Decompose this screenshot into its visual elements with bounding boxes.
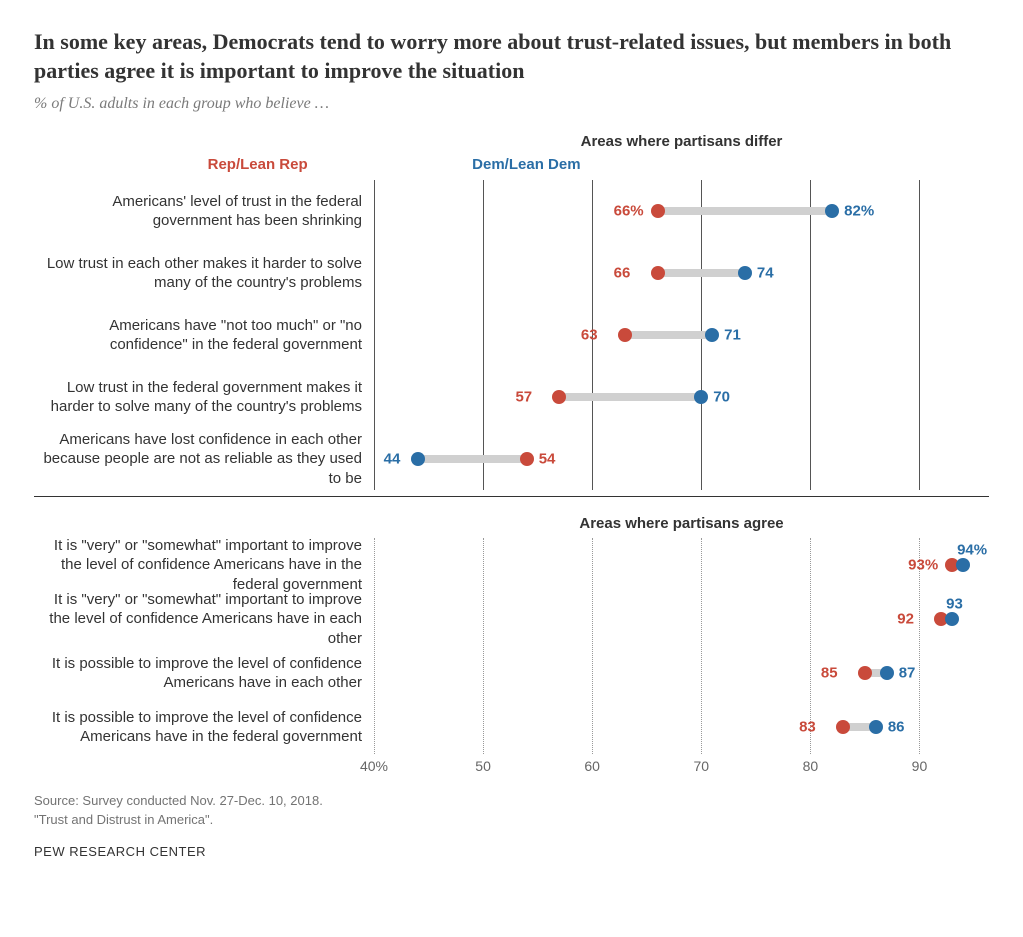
dot-rep <box>520 452 534 466</box>
row-plot: 63 71 <box>374 304 989 366</box>
row-label: Low trust in the federal government make… <box>34 378 374 417</box>
chart-section-differ: Americans' level of trust in the federal… <box>34 180 989 490</box>
value-dem: 87 <box>899 665 916 682</box>
dot-dem <box>945 612 959 626</box>
row-plot: 66% 82% <box>374 180 989 242</box>
x-tick-label: 50 <box>475 758 491 774</box>
data-row: It is "very" or "somewhat" important to … <box>34 592 989 646</box>
connector <box>625 331 712 339</box>
value-dem: 70 <box>713 389 730 406</box>
section2-title: Areas where partisans agree <box>34 515 989 532</box>
dot-dem <box>411 452 425 466</box>
value-dem: 93 <box>946 596 963 613</box>
row-label: It is possible to improve the level of c… <box>34 654 374 693</box>
data-row: Low trust in the federal government make… <box>34 366 989 428</box>
row-label: Low trust in each other makes it harder … <box>34 254 374 293</box>
value-rep: 57 <box>515 389 532 406</box>
row-plot: 93% 94% <box>374 538 989 592</box>
value-dem: 44 <box>384 451 401 468</box>
legend-rep: Rep/Lean Rep <box>208 156 308 173</box>
data-row: Americans have lost confidence in each o… <box>34 428 989 490</box>
value-rep: 66 <box>614 265 631 282</box>
source-note: Source: Survey conducted Nov. 27-Dec. 10… <box>34 792 989 830</box>
value-rep: 83 <box>799 719 816 736</box>
x-axis: 40%5060708090 <box>374 754 974 778</box>
value-dem: 82% <box>844 203 874 220</box>
x-tick-label: 70 <box>693 758 709 774</box>
x-tick-label: 80 <box>803 758 819 774</box>
connector <box>658 269 745 277</box>
row-plot: 66 74 <box>374 242 989 304</box>
dot-dem <box>705 328 719 342</box>
source-line1: Source: Survey conducted Nov. 27-Dec. 10… <box>34 792 989 811</box>
value-dem: 71 <box>724 327 741 344</box>
dot-dem <box>956 558 970 572</box>
chart-section-agree: It is "very" or "somewhat" important to … <box>34 538 989 754</box>
dot-rep <box>552 390 566 404</box>
value-dem: 74 <box>757 265 774 282</box>
brand: PEW RESEARCH CENTER <box>34 844 989 859</box>
data-row: Americans' level of trust in the federal… <box>34 180 989 242</box>
value-rep: 85 <box>821 665 838 682</box>
section-divider <box>34 496 989 497</box>
dot-dem <box>738 266 752 280</box>
chart-title: In some key areas, Democrats tend to wor… <box>34 28 989 85</box>
value-rep: 92 <box>897 611 914 628</box>
row-label: Americans' level of trust in the federal… <box>34 192 374 231</box>
data-row: Americans have "not too much" or "no con… <box>34 304 989 366</box>
dot-rep <box>858 666 872 680</box>
connector <box>559 393 701 401</box>
x-tick-label: 90 <box>912 758 928 774</box>
value-dem: 86 <box>888 719 905 736</box>
value-rep: 66% <box>614 203 644 220</box>
value-rep: 54 <box>539 451 556 468</box>
dot-rep <box>836 720 850 734</box>
connector <box>418 455 527 463</box>
data-row: Low trust in each other makes it harder … <box>34 242 989 304</box>
dot-dem <box>825 204 839 218</box>
legend-dem: Dem/Lean Dem <box>472 156 580 173</box>
x-tick-label: 40% <box>360 758 388 774</box>
row-plot: 85 87 <box>374 646 989 700</box>
x-tick-label: 60 <box>584 758 600 774</box>
row-plot: 57 70 <box>374 366 989 428</box>
row-label: Americans have "not too much" or "no con… <box>34 316 374 355</box>
row-label: Americans have lost confidence in each o… <box>34 430 374 489</box>
section1-title: Areas where partisans differ <box>34 133 989 150</box>
dot-rep <box>651 204 665 218</box>
row-label: It is possible to improve the level of c… <box>34 708 374 747</box>
chart-subtitle: % of U.S. adults in each group who belie… <box>34 95 989 113</box>
data-row: It is possible to improve the level of c… <box>34 646 989 700</box>
value-rep: 63 <box>581 327 598 344</box>
dot-dem <box>880 666 894 680</box>
row-label: It is "very" or "somewhat" important to … <box>34 536 374 595</box>
row-plot: 83 86 <box>374 700 989 754</box>
connector <box>658 207 833 215</box>
row-plot: 54 44 <box>374 428 989 490</box>
data-row: It is "very" or "somewhat" important to … <box>34 538 989 592</box>
source-line2: "Trust and Distrust in America". <box>34 811 989 830</box>
row-plot: 92 93 <box>374 592 989 646</box>
legend: Rep/Lean Rep Dem/Lean Dem <box>34 156 989 176</box>
value-rep: 93% <box>908 557 938 574</box>
dot-dem <box>694 390 708 404</box>
dot-rep <box>651 266 665 280</box>
row-label: It is "very" or "somewhat" important to … <box>34 590 374 649</box>
dot-rep <box>618 328 632 342</box>
data-row: It is possible to improve the level of c… <box>34 700 989 754</box>
value-dem: 94% <box>957 542 987 559</box>
dot-dem <box>869 720 883 734</box>
